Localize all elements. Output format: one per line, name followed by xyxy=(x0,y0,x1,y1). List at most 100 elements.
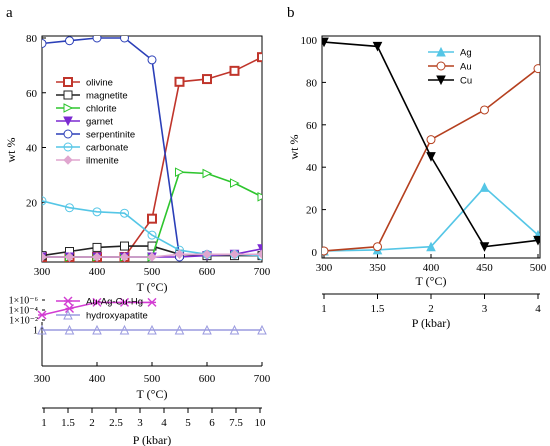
legend-label-olivine: olivine xyxy=(86,78,113,89)
panel-b-x-tick-label: 450 xyxy=(476,262,493,274)
data-point-au xyxy=(322,246,329,256)
panel-a-xlabel: T (°C) xyxy=(137,280,168,294)
panel-b-pressure-tick-label: 3 xyxy=(482,303,488,315)
data-point-olivine xyxy=(174,76,185,87)
legend-label-ag: Ag xyxy=(460,48,472,59)
series-line-serpentinite xyxy=(42,37,181,258)
panel-a-y-tick-label: 40 xyxy=(26,143,38,155)
data-point-carbonate xyxy=(42,196,47,206)
data-point-au xyxy=(480,105,489,115)
data-point-ag xyxy=(479,182,490,192)
legend-label-carbonate: carbonate xyxy=(86,143,128,154)
panel-a-lower-x-tick-label: 700 xyxy=(254,373,271,385)
legend-label-chlorite: chlorite xyxy=(86,104,117,115)
legend-marker-ilmenite xyxy=(63,155,73,165)
panel-a-x-tick-label: 400 xyxy=(89,266,106,278)
panel-b-y-tick-label: 80 xyxy=(306,77,318,89)
panel-a-pressure-tick-label: 6 xyxy=(209,417,215,429)
legend-label-garnet: garnet xyxy=(86,117,113,128)
panel-b-y-tick-label: 100 xyxy=(301,35,318,47)
data-point-hydroxyapatite xyxy=(119,324,130,335)
panel-b-x-tick-label: 300 xyxy=(316,262,333,274)
data-point-hydroxyapatite xyxy=(174,324,185,335)
legend-label-au-ag-cu-hg: Au-Ag-Cu-Hg xyxy=(86,297,143,308)
legend-marker-au xyxy=(436,61,446,71)
panel-b-x-tick-label: 350 xyxy=(369,262,386,274)
panel-b-x-tick-label: 500 xyxy=(530,262,547,274)
panel-a-upper-plot: wt % T (°C) 300 400 500 600 700 20 40 60 80 oli… xyxy=(4,33,271,294)
panel-b-pressure-tick-label: 1 xyxy=(321,303,327,315)
panel-a-lower-x-tick-label: 500 xyxy=(144,373,161,385)
data-point-olivine xyxy=(202,74,212,85)
panel-label-a: a xyxy=(6,5,13,21)
data-point-chlorite xyxy=(175,167,185,177)
panel-b-pressure-label: P (kbar) xyxy=(412,316,451,330)
panel-a-ylabel: wt % xyxy=(4,138,18,163)
legend-marker-magnetite xyxy=(63,90,73,100)
data-point-hydroxyapatite xyxy=(64,324,75,335)
data-point-ilmenite xyxy=(257,249,262,259)
data-point-ilmenite xyxy=(119,252,130,262)
data-point-cu xyxy=(533,235,540,246)
data-point-hydroxyapatite xyxy=(37,324,47,335)
data-point-au-ag-cu-hg xyxy=(120,297,129,307)
panel-a-plot-frame xyxy=(41,35,263,263)
panel-a-pressure-axis: P (kbar) 1 1.5 2 2.5 3 4 5 6 7.5 10 xyxy=(41,407,267,446)
panel-a-pressure-tick-label: 5 xyxy=(185,417,191,429)
data-point-au xyxy=(373,242,382,252)
legend-marker-hydroxyapatite xyxy=(63,309,73,320)
panel-a-pressure-label: P (kbar) xyxy=(133,433,172,446)
panel-b-pressure-tick-label: 4 xyxy=(535,303,541,315)
legend-marker-ag xyxy=(436,46,446,57)
panel-b-xlabel: T (°C) xyxy=(416,274,447,288)
panel-a-lower-y-tick-label: 1×10⁻⁶ xyxy=(9,296,39,307)
data-point-olivine xyxy=(147,213,157,224)
data-point-serpentinite xyxy=(65,36,74,46)
data-point-au xyxy=(533,64,540,74)
panel-a-pressure-tick-label: 2.5 xyxy=(109,417,123,429)
data-point-carbonate xyxy=(147,230,157,240)
data-point-ilmenite xyxy=(147,252,157,262)
panel-a-lower-y-tick-label: 1×10⁻² xyxy=(9,316,38,327)
data-point-hydroxyapatite xyxy=(229,324,240,335)
legend-marker-olivine xyxy=(63,77,73,87)
panel-b-pressure-axis: P (kbar) 1 1.5 2 3 4 xyxy=(321,293,541,330)
panel-b-pressure-tick-label: 1.5 xyxy=(371,303,385,315)
data-point-serpentinite xyxy=(92,36,102,43)
data-point-olivine xyxy=(257,52,262,63)
data-point-magnetite xyxy=(120,241,129,251)
panel-a-pressure-tick-label: 10 xyxy=(255,417,267,429)
panel-a-pressure-tick-label: 4 xyxy=(161,417,167,429)
data-point-chlorite xyxy=(230,178,240,188)
panel-a-y-tick-label: 80 xyxy=(26,33,38,45)
data-point-magnetite xyxy=(92,242,102,252)
panel-a-lower-x-tick-label: 300 xyxy=(34,373,51,385)
legend-label-serpentinite: serpentinite xyxy=(86,130,135,141)
data-point-au-ag-cu-hg xyxy=(147,297,157,307)
panel-b-plot-frame xyxy=(321,35,541,259)
legend-marker-carbonate xyxy=(63,142,73,152)
series-line-cu xyxy=(323,41,539,248)
panel-a-y-tick-label: 20 xyxy=(26,197,38,209)
data-point-hydroxyapatite xyxy=(147,324,157,335)
series-line-olivine xyxy=(42,56,262,258)
panel-a-pressure-tick-label: 3 xyxy=(137,417,143,429)
data-point-ilmenite xyxy=(92,252,102,262)
data-point-hydroxyapatite xyxy=(92,324,102,335)
data-point-serpentinite xyxy=(42,38,47,48)
panel-a-lower-xlabel: T (°C) xyxy=(137,387,168,401)
legend-marker-chlorite xyxy=(63,103,74,113)
legend-label-cu: Cu xyxy=(460,76,472,87)
data-point-ilmenite xyxy=(229,249,240,259)
data-point-hydroxyapatite xyxy=(257,324,267,335)
legend-label-ilmenite: ilmenite xyxy=(86,156,119,167)
data-point-au-ag-cu-hg xyxy=(37,310,47,320)
panel-label-b: b xyxy=(287,5,295,21)
legend-label-magnetite: magnetite xyxy=(86,91,128,102)
data-point-cu xyxy=(426,152,436,162)
panel-a-lower-plot: T (°C) 300 400 500 600 700 11×10⁻²1×10⁻⁴1×10… xyxy=(9,296,271,402)
panel-a-lower-x-tick-label: 400 xyxy=(89,373,106,385)
panel-a-pressure-tick-label: 2 xyxy=(89,417,95,429)
legend-label-au: Au xyxy=(460,62,472,73)
data-point-chlorite xyxy=(257,191,262,202)
